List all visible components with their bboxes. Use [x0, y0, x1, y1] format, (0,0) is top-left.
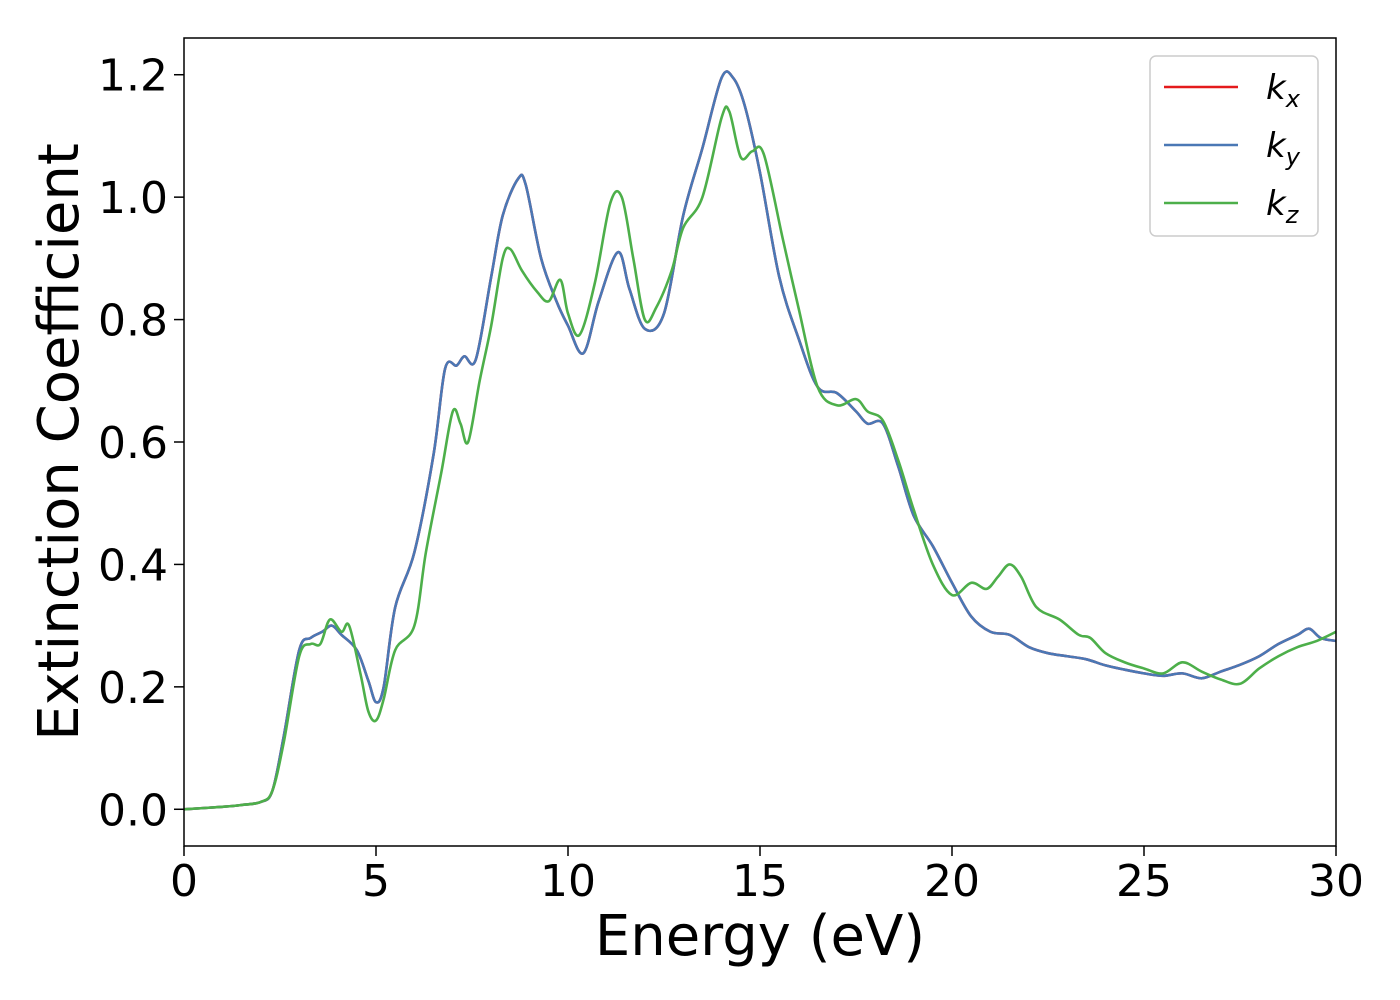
legend: kx ky kz [1149, 55, 1319, 237]
y-axis-label: Extinction Coefficient [27, 143, 92, 741]
x-tick-label: 5 [362, 856, 390, 907]
x-tick-label: 30 [1308, 856, 1364, 907]
y-tick-label: 0.6 [98, 418, 168, 469]
y-axis: 0.0 0.2 0.4 0.6 0.8 1.0 1.2 [98, 51, 184, 836]
x-axis: 0 5 10 15 20 25 30 [170, 846, 1364, 907]
legend-label-ky: ky [1266, 126, 1301, 171]
y-tick-label: 1.2 [98, 51, 168, 102]
y-tick-label: 0.8 [98, 296, 168, 347]
y-tick-label: 1.0 [98, 173, 168, 224]
y-tick-label: 0.0 [98, 785, 168, 836]
legend-label-kz: kz [1266, 184, 1300, 229]
y-tick-label: 0.4 [98, 540, 168, 591]
y-tick-label: 0.2 [98, 663, 168, 714]
x-tick-label: 15 [732, 856, 788, 907]
x-tick-label: 10 [540, 856, 596, 907]
series-line-ky [184, 70, 1336, 811]
x-tick-label: 25 [1116, 856, 1172, 907]
x-tick-label: 0 [170, 856, 198, 907]
x-axis-label: Energy (eV) [595, 904, 925, 969]
x-tick-label: 20 [924, 856, 980, 907]
legend-label-kx: kx [1266, 68, 1301, 113]
series-layer [184, 70, 1336, 811]
series-line-kz [184, 105, 1336, 811]
